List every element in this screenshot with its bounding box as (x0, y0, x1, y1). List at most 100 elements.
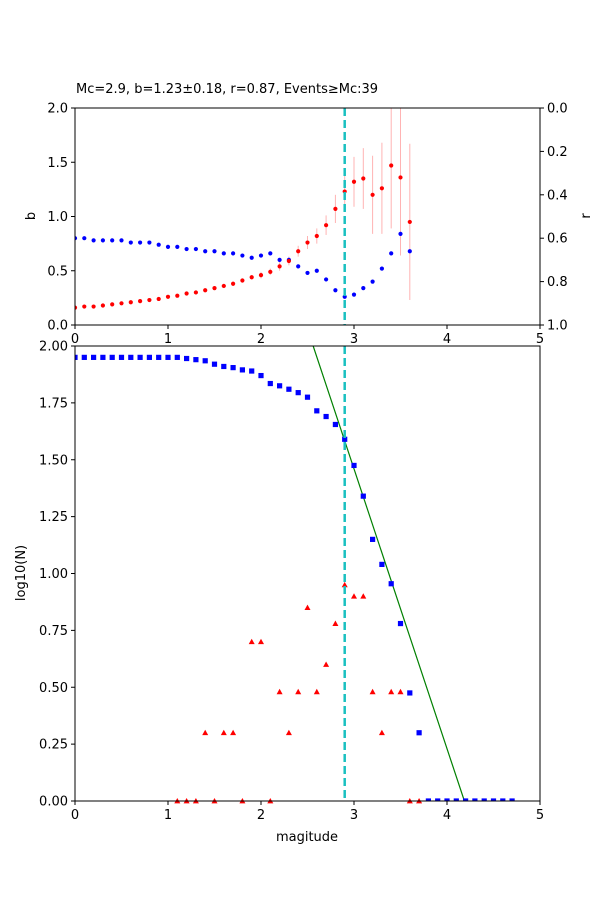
cumulative-point (407, 690, 413, 696)
noncumulative-point (295, 688, 302, 695)
r-point (82, 236, 87, 241)
b-point (351, 179, 357, 184)
bottom-x-tick-label: 4 (443, 808, 451, 823)
b-point (324, 223, 329, 228)
cumulative-point (314, 408, 320, 414)
top-right-tick-label: 0.6 (547, 232, 568, 247)
cumulative-point (81, 354, 87, 360)
r-point (203, 249, 208, 254)
cumulative-point (435, 798, 441, 801)
bottom-x-tick-label: 5 (536, 808, 544, 823)
cumulative-point (75, 354, 78, 360)
cumulative-point (304, 394, 311, 400)
b-point (379, 186, 384, 191)
b-point (314, 233, 319, 239)
noncumulative-point (202, 729, 209, 736)
b-point (110, 302, 115, 307)
r-point (361, 286, 366, 291)
b-point (175, 293, 180, 298)
r-point (240, 253, 245, 258)
r-point (147, 240, 152, 245)
r-point (138, 240, 143, 245)
cumulative-point (379, 561, 385, 567)
cumulative-point (370, 536, 376, 542)
cumulative-series (75, 354, 515, 801)
cumulative-point (351, 462, 357, 469)
cumulative-point (258, 372, 264, 379)
bottom-y-tick-label: 0.75 (39, 624, 68, 639)
noncumulative-point (258, 638, 264, 645)
cumulative-point (267, 380, 273, 387)
top-x-tick-label: 4 (443, 332, 451, 347)
noncumulative-point (378, 729, 385, 736)
b-point (231, 281, 236, 286)
top-y-label: b (24, 212, 39, 220)
top-right-y-label: r (579, 213, 594, 219)
r-point (407, 249, 412, 254)
cumulative-point (444, 798, 450, 801)
b-point (240, 278, 245, 283)
cumulative-point (416, 730, 422, 736)
top-y-tick-label: 0.5 (47, 264, 68, 279)
noncumulative-point (313, 688, 320, 695)
top-right-tick-label: 0.2 (547, 145, 568, 160)
b-point (203, 288, 208, 293)
cumulative-point (425, 798, 431, 801)
bottom-x-tick-label: 0 (71, 808, 79, 823)
b-point (165, 294, 171, 299)
r-point (128, 240, 133, 245)
b-point (221, 283, 226, 289)
noncumulative-point (397, 688, 404, 695)
cumulative-point (174, 354, 180, 360)
cumulative-point (109, 354, 115, 360)
r-point (231, 251, 236, 256)
b-point (75, 305, 78, 310)
top-y-ticks: 0.0 0.5 1.0 1.5 2.0 (47, 102, 75, 334)
top-x-tick-label: 2 (257, 332, 265, 347)
b-point (91, 304, 96, 309)
cumulative-point (342, 436, 348, 442)
cumulative-point (202, 358, 208, 364)
r-point (324, 277, 329, 282)
r-point (296, 264, 301, 269)
r-point (351, 292, 357, 297)
top-right-tick-label: 0.0 (547, 102, 568, 117)
r-point (100, 238, 105, 243)
b-point (212, 286, 217, 291)
top-axes-frame (74, 107, 541, 326)
r-point (379, 266, 384, 271)
r-point (277, 257, 282, 262)
r-point (75, 236, 78, 241)
top-x-ticks: 0 1 2 3 4 5 (71, 325, 544, 347)
noncumulative-point (341, 581, 348, 588)
cumulative-point (91, 354, 97, 360)
b-point (258, 272, 264, 278)
b-point (296, 249, 301, 254)
top-x-tick-label: 3 (350, 332, 358, 347)
top-y-tick-label: 1.0 (47, 210, 68, 225)
r-point (184, 246, 189, 252)
top-errorbars (75, 108, 411, 309)
cumulative-point (193, 357, 199, 363)
r-point (305, 270, 310, 276)
b-point (333, 206, 338, 212)
r-point (314, 268, 319, 273)
bottom-axes-frame (74, 345, 541, 802)
b-point (305, 240, 310, 245)
bottom-x-tick-label: 3 (350, 808, 358, 823)
top-title: Mc=2.9, b=1.23±0.18, r=0.87, Events≥Mc:3… (76, 82, 378, 97)
cumulative-point (165, 354, 171, 360)
cumulative-point (156, 354, 162, 360)
b-point (147, 297, 152, 303)
b-point (128, 300, 133, 305)
noncumulative-point (388, 688, 395, 695)
b-point (193, 290, 198, 295)
r-point (212, 249, 217, 254)
cumulative-point (388, 581, 394, 587)
b-point (82, 304, 87, 309)
bottom-y-tick-label: 1.25 (39, 510, 68, 525)
b-point (277, 264, 282, 269)
cumulative-point (286, 386, 292, 392)
bottom-y-label: log10(N) (14, 545, 29, 601)
